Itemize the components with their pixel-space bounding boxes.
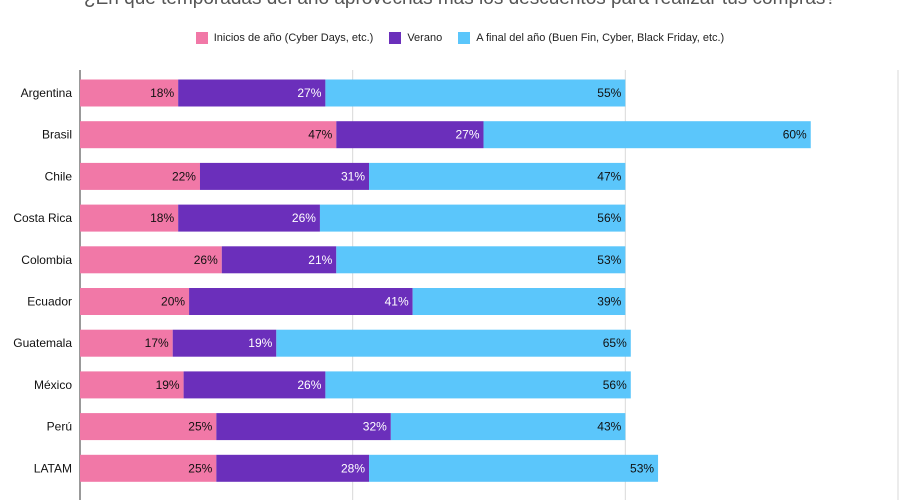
data-label: 25%: [188, 420, 212, 434]
category-label: Brasil: [42, 128, 72, 142]
bar-segment-2: [336, 246, 626, 274]
data-label: 26%: [297, 378, 321, 392]
data-label: 26%: [194, 253, 218, 267]
bar-segment-0: [80, 162, 200, 190]
bar-segment-1: [216, 413, 391, 441]
legend-label-inicios: Inicios de año (Cyber Days, etc.): [213, 32, 374, 44]
bar-segment-0: [80, 454, 217, 482]
legend-item-verano: Verano: [389, 32, 442, 44]
data-label: 27%: [297, 86, 321, 100]
data-label: 55%: [597, 86, 621, 100]
category-label: Ecuador: [27, 295, 72, 309]
bar-segment-2: [319, 204, 626, 232]
legend-swatch-verano: [389, 32, 402, 44]
category-label: Guatemala: [13, 336, 72, 350]
data-label: 47%: [597, 169, 621, 183]
data-label: 22%: [172, 169, 196, 183]
data-label: 65%: [603, 336, 627, 350]
data-label: 43%: [597, 420, 621, 434]
data-label: 39%: [597, 295, 621, 309]
data-label: 41%: [385, 295, 409, 309]
bar-segment-2: [412, 288, 626, 315]
bar-segment-2: [276, 329, 631, 357]
legend-swatch-inicios: [195, 32, 208, 44]
bar-segment-2: [369, 162, 626, 190]
data-label: 17%: [145, 336, 169, 350]
bar-segment-1: [178, 204, 320, 232]
bar-segment-0: [80, 79, 179, 107]
legend-item-final: A final del año (Buen Fin, Cyber, Black …: [458, 32, 724, 44]
category-label: Perú: [47, 420, 72, 434]
bar-segment-0: [80, 246, 222, 274]
bar-segment-0: [80, 413, 217, 441]
category-label: Argentina: [21, 86, 73, 100]
category-label: México: [34, 378, 72, 392]
bar-segment-0: [80, 204, 179, 232]
bar-segment-0: [80, 329, 173, 357]
legend-label-verano: Verano: [407, 32, 443, 44]
data-label: 53%: [630, 461, 654, 475]
bar-segment-2: [390, 413, 626, 441]
data-label: 60%: [783, 128, 807, 142]
chart-legend: Inicios de año (Cyber Days, etc.) Verano…: [0, 32, 920, 44]
data-label: 20%: [161, 295, 185, 309]
category-label: Costa Rica: [13, 211, 72, 225]
bar-segment-1: [189, 288, 413, 315]
category-label: LATAM: [34, 461, 72, 475]
data-label: 18%: [150, 86, 174, 100]
category-label: Colombia: [21, 253, 72, 267]
data-label: 53%: [597, 253, 621, 267]
data-label: 56%: [603, 378, 627, 392]
legend-item-inicios: Inicios de año (Cyber Days, etc.): [195, 32, 374, 44]
bar-segment-0: [80, 371, 184, 399]
bar-segment-1: [178, 79, 326, 107]
legend-label-final: A final del año (Buen Fin, Cyber, Black …: [476, 32, 725, 44]
data-label: 27%: [456, 128, 480, 142]
bar-segment-1: [216, 454, 370, 482]
bar-segment-1: [221, 246, 337, 274]
legend-swatch-final: [458, 32, 471, 44]
data-label: 25%: [188, 461, 212, 475]
data-label: 56%: [597, 211, 621, 225]
data-label: 21%: [308, 253, 332, 267]
bar-segment-1: [183, 371, 326, 399]
data-label: 26%: [292, 211, 316, 225]
bar-segment-1: [199, 162, 370, 190]
chart-title: ¿En qué temporadas del año aprovechas má…: [0, 0, 920, 10]
bar-segment-2: [325, 79, 626, 107]
bar-segment-2: [325, 371, 631, 399]
data-label: 31%: [341, 169, 365, 183]
bar-segment-0: [80, 288, 190, 315]
data-label: 47%: [308, 128, 332, 142]
bar-segment-1: [172, 329, 277, 357]
data-label: 18%: [150, 211, 174, 225]
data-label: 19%: [156, 378, 180, 392]
bar-segment-2: [369, 454, 659, 482]
bar-segment-1: [336, 121, 484, 149]
data-label: 19%: [248, 336, 272, 350]
data-label: 28%: [341, 461, 365, 475]
bar-segment-0: [80, 121, 337, 149]
data-label: 32%: [363, 420, 387, 434]
bar-segment-2: [483, 121, 811, 149]
category-label: Chile: [45, 169, 73, 183]
